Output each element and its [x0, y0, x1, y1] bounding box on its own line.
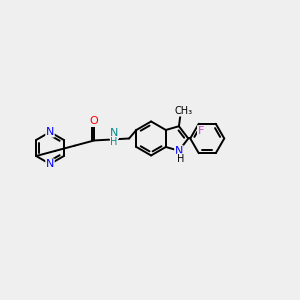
Text: N: N	[46, 159, 54, 169]
Text: O: O	[90, 116, 98, 127]
Text: H: H	[110, 137, 118, 148]
Text: F: F	[198, 126, 204, 136]
Text: CH₃: CH₃	[174, 106, 193, 116]
Text: N: N	[46, 127, 54, 137]
Text: N: N	[110, 128, 118, 139]
Text: N: N	[175, 146, 183, 156]
Text: H: H	[177, 154, 184, 164]
